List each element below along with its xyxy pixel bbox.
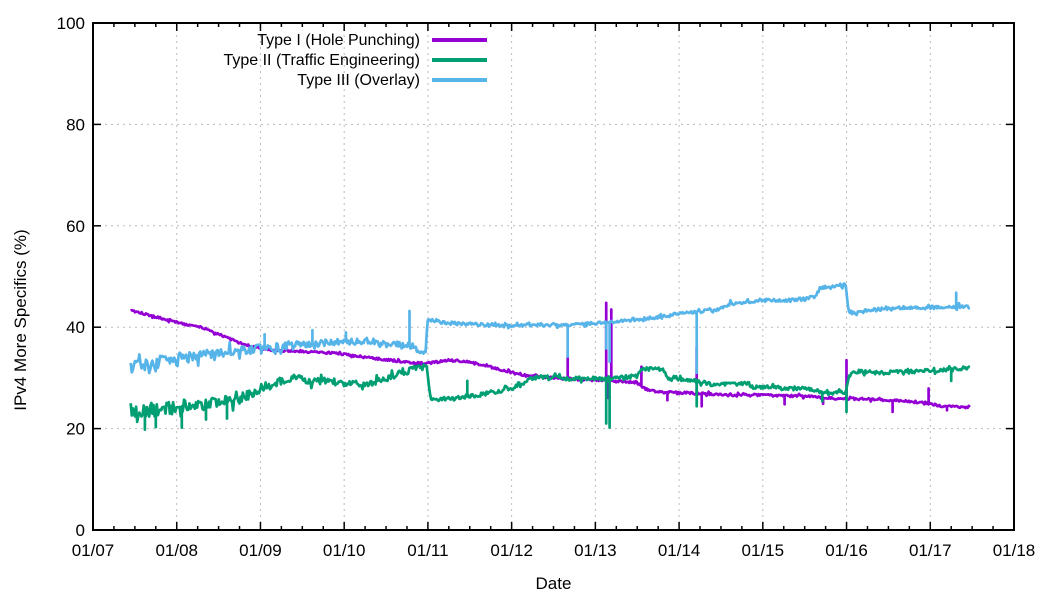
- x-tick-label: 01/12: [490, 541, 533, 560]
- x-tick-label: 01/16: [825, 541, 868, 560]
- y-tick-label: 20: [66, 420, 85, 439]
- x-tick-label: 01/18: [993, 541, 1036, 560]
- plot-border: [92, 22, 1015, 531]
- axes: [92, 22, 1015, 531]
- x-tick-label: 01/08: [155, 541, 198, 560]
- x-tick-label: 01/13: [574, 541, 617, 560]
- series-line-1: [129, 301, 971, 414]
- legend-label: Type II (Traffic Engineering): [223, 52, 420, 69]
- x-tick-label: 01/14: [658, 541, 701, 560]
- x-tick-label: 01/07: [72, 541, 115, 560]
- y-tick-label: 60: [66, 217, 85, 236]
- legend: Type I (Hole Punching) Type II (Traffic E…: [223, 32, 487, 89]
- legend-label: Type I (Hole Punching): [257, 32, 420, 49]
- y-tick-label: 0: [76, 521, 85, 540]
- series-line-3: [129, 282, 971, 375]
- y-tick-label: 100: [57, 14, 85, 33]
- series-group: [129, 282, 971, 431]
- tick-labels: 01/07 01/08 01/09 01/10 01/11 01/12 01/13 01/14…: [57, 14, 1036, 560]
- x-axis-title: Date: [536, 574, 572, 593]
- x-tick-label: 01/17: [909, 541, 952, 560]
- ticks: [92, 22, 1015, 531]
- x-tick-label: 01/10: [323, 541, 366, 560]
- grid: [93, 23, 1014, 530]
- y-tick-label: 40: [66, 318, 85, 337]
- x-tick-label: 01/15: [742, 541, 785, 560]
- x-tick-label: 01/09: [239, 541, 282, 560]
- y-tick-label: 80: [66, 115, 85, 134]
- y-axis-title: IPv4 More Specifics (%): [11, 229, 30, 410]
- series-line-2: [129, 363, 971, 431]
- legend-label: Type III (Overlay): [297, 72, 420, 89]
- x-tick-label: 01/11: [407, 541, 448, 560]
